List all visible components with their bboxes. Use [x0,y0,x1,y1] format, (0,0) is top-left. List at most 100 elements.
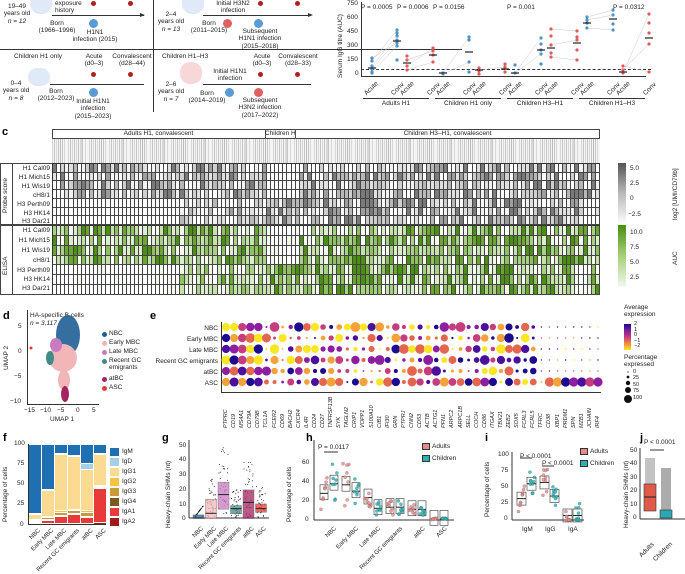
heatmap-cell [57,207,62,217]
heatmap-cell [159,285,165,295]
c-frame-inner [12,163,13,295]
heatmap-cell [484,226,489,236]
heatmap-cell [386,198,391,208]
heatmap-cell [159,265,165,276]
heatmap-cell [377,198,383,208]
f-bar [55,444,67,524]
heatmap-cell [283,285,288,295]
heatmap-cell [151,275,156,286]
g-ytick: 10 [179,501,187,508]
heatmap-cell [353,285,358,295]
e-yaxis [221,322,222,392]
heatmap-cell [488,207,494,217]
adults-born: Born (1966–1996) [38,20,76,35]
heatmap-cell [521,226,526,236]
heatmap-cell [250,216,255,225]
heatmap-cell [414,181,420,191]
heatmap-cell [275,207,280,217]
heatmap-cell [192,164,197,173]
heatmap-cell [447,164,452,173]
heatmap-cell [567,216,572,225]
f-bar-segment [68,454,80,456]
heatmap-cell [242,235,247,246]
panel-i: Percentage of cells 100 75 50 25 0 P < 0… [470,432,614,560]
heatmap-cell [488,235,494,246]
f-bar-segment [42,443,54,489]
heatmap-cell [172,275,177,286]
heatmap-cell [464,164,469,173]
heatmap-cell [147,198,152,208]
heatmap-cell [209,226,214,236]
heatmap-cell [390,181,395,191]
heatmap-cell [468,172,473,182]
heatmap-cell [147,172,152,182]
f-bar-segment [29,523,41,524]
heatmap-cell [558,164,563,173]
e-gene-label: MZB1 [578,413,585,428]
heatmap-cell [61,275,66,286]
heatmap-cell [201,275,206,286]
heatmap-cell [414,285,420,295]
heatmap-cell [229,164,234,173]
heatmap-cell [340,245,345,256]
h-legend-adults: Adults [432,443,451,450]
heatmap-cell [307,235,313,246]
heatmap-cell [65,190,70,199]
heatmap-cell [468,207,473,217]
e-gene-label: CNN2 [409,413,415,428]
heatmap-cell [98,245,103,256]
heatmap-cell [390,265,395,276]
heatmap-cell [303,275,308,286]
heatmap-cell [118,190,123,199]
heatmap-cell [217,190,222,199]
heatmap-cell [320,207,325,217]
heatmap-cell [320,172,325,182]
heatmap-cell [73,245,78,256]
heatmap-cell [147,181,152,191]
heatmap-cell [373,172,378,182]
heatmap-cell [575,172,580,182]
heatmap-cell [402,216,407,225]
heatmap-cell [291,226,296,236]
heatmap-cell [509,216,514,225]
heatmap-cell [460,181,465,191]
heatmap-cell [73,275,78,286]
heatmap-cell [242,245,247,256]
heatmap-cell [307,285,313,295]
e-gene-label: VOPP1 [360,409,367,428]
c-row-label: cH8/1 [33,192,50,199]
heatmap-cell [472,265,477,276]
heatmap-cell [386,216,391,225]
i-xtick: IgM [522,526,533,533]
f-bar-segment [81,523,93,524]
heatmap-cell [303,172,308,182]
heatmap-cell [229,198,234,208]
heatmap-cell [279,164,284,173]
f-bar-segment [94,485,106,487]
heatmap-cell [270,235,276,246]
heatmap-cell [238,255,243,266]
heatmap-cell [472,226,477,236]
heatmap-cell [554,235,559,246]
heatmap-cell [155,190,160,199]
heatmap-cell [320,181,325,191]
heatmap-cell [554,181,559,191]
heatmap-cell [460,265,465,276]
heatmap-cell [295,265,300,276]
heatmap-cell [501,216,506,225]
heatmap-cell [377,255,383,266]
f-bar [94,444,106,524]
heatmap-cell [591,285,596,295]
heatmap-cell [386,245,391,256]
heatmap-cell [254,172,259,182]
heatmap-cell [373,285,378,295]
heatmap-cell [242,216,247,225]
heatmap-cell [114,216,119,225]
heatmap-cell [382,235,387,246]
heatmap-cell [443,265,448,276]
heatmap-cell [205,181,210,191]
heatmap-cell [262,181,267,191]
heatmap-cell [180,207,185,217]
heatmap-cell [53,172,58,182]
heatmap-cell [320,245,325,256]
